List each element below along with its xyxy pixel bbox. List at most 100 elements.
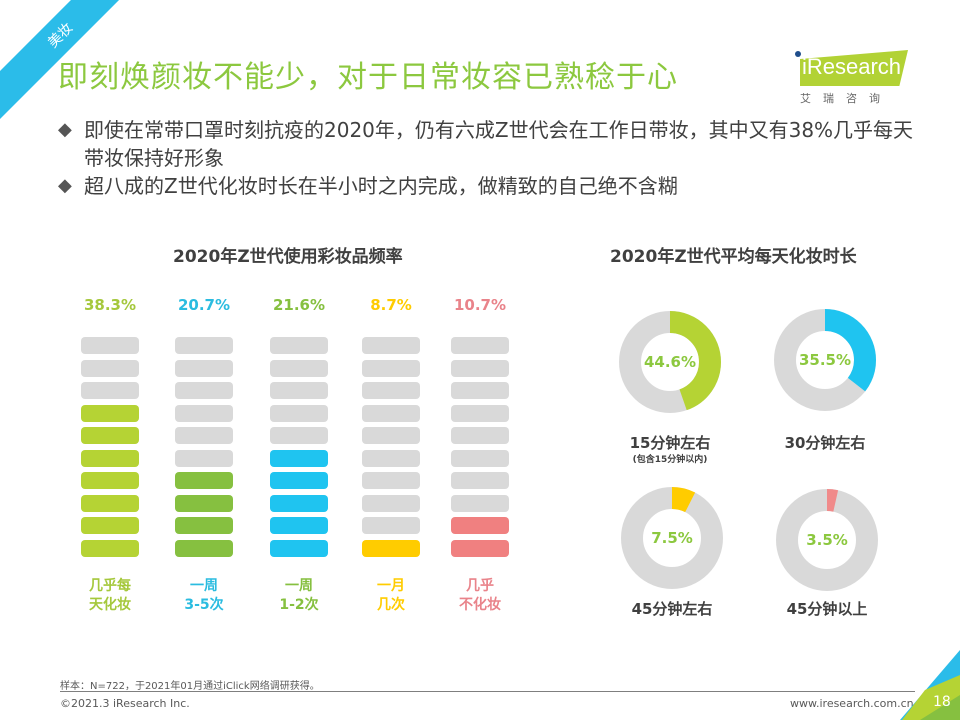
bar-segment-empty — [362, 404, 420, 422]
bar-segment-empty — [362, 359, 420, 377]
bar-segment-empty — [362, 427, 420, 444]
bar-segment-empty — [362, 494, 420, 512]
bar-segment-empty — [81, 382, 139, 399]
website-link[interactable]: www.iresearch.com.cn — [790, 697, 914, 710]
bar-segment-filled — [451, 539, 509, 557]
bar-category-label: 几乎每 天化妆 — [89, 578, 131, 613]
diamond-bullet-icon: ◆ — [58, 119, 72, 140]
donut-chart: 44.6% — [618, 310, 722, 414]
donut-chart: 7.5% — [620, 486, 724, 590]
bar-value-label: 10.7% — [453, 296, 507, 314]
donut-category-note: (包含15分钟以内) — [632, 455, 708, 465]
bar-segment-empty — [362, 517, 420, 534]
bar-value-label: 38.3% — [83, 296, 137, 314]
donut-chart: 3.5% — [775, 488, 879, 592]
corner-decoration — [900, 650, 960, 720]
bar-column — [175, 337, 233, 562]
donut-value-label: 44.6% — [643, 353, 697, 371]
bar-column — [81, 337, 139, 562]
bar-segment-empty — [451, 404, 509, 422]
bar-segment-filled — [175, 472, 233, 489]
bar-column — [362, 337, 420, 562]
bar-segment-empty — [362, 337, 420, 354]
bar-segment-empty — [270, 337, 328, 354]
bar-segment-empty — [362, 472, 420, 489]
bullet-item: ◆ 超八成的Z世代化妆时长在半小时之内完成，做精致的自己绝不含糊 — [58, 172, 914, 200]
bar-segment-empty — [81, 337, 139, 354]
bar-value-label: 8.7% — [370, 296, 412, 314]
copyright: ©2021.3 iResearch Inc. — [60, 697, 190, 710]
bar-segment-filled — [81, 427, 139, 444]
bullet-list: ◆ 即使在常带口罩时刻抗疫的2020年，仍有六成Z世代会在工作日带妆，其中又有3… — [58, 116, 914, 200]
bar-segment-empty — [175, 449, 233, 467]
bar-segment-empty — [451, 494, 509, 512]
donut-value-label: 7.5% — [651, 529, 693, 547]
donut-slice — [619, 311, 721, 413]
bar-segment-empty — [451, 382, 509, 399]
frequency-chart-title: 2020年Z世代使用彩妆品频率 — [173, 247, 403, 267]
ribbon-label: 美妆 — [45, 20, 77, 52]
bar-segment-empty — [451, 449, 509, 467]
bar-value-label: 20.7% — [177, 296, 231, 314]
bar-segment-empty — [175, 404, 233, 422]
bar-segment-empty — [81, 359, 139, 377]
bar-segment-filled — [81, 539, 139, 557]
bar-segment-filled — [81, 449, 139, 467]
bar-segment-empty — [451, 427, 509, 444]
diamond-bullet-icon: ◆ — [58, 175, 72, 196]
bar-column — [451, 337, 509, 562]
donut-slice — [621, 487, 723, 589]
bar-segment-filled — [81, 404, 139, 422]
bar-segment-empty — [175, 359, 233, 377]
bar-segment-empty — [175, 337, 233, 354]
bar-segment-filled — [270, 449, 328, 467]
bar-segment-filled — [175, 494, 233, 512]
bar-segment-empty — [362, 382, 420, 399]
bar-segment-filled — [270, 494, 328, 512]
donut-category-label: 15分钟左右 — [629, 434, 711, 452]
logo-dot — [795, 51, 801, 57]
bar-segment-empty — [270, 427, 328, 444]
page-title: 即刻焕颜妆不能少，对于日常妆容已熟稔于心 — [58, 60, 678, 95]
bar-segment-filled — [175, 539, 233, 557]
donut-slice — [776, 489, 878, 591]
sample-footnote: 样本：N=722，于2021年01月通过iClick网络调研获得。 — [60, 681, 320, 692]
bar-segment-filled — [270, 472, 328, 489]
bar-segment-empty — [270, 359, 328, 377]
donut-value-label: 3.5% — [806, 531, 848, 549]
page-number: 18 — [933, 694, 951, 710]
donut-slice — [774, 309, 876, 411]
donut-category-label: 30分钟左右 — [784, 434, 866, 452]
logo-text: iResearch — [802, 54, 902, 79]
duration-chart-title: 2020年Z世代平均每天化妆时长 — [610, 247, 857, 267]
bar-segment-filled — [81, 517, 139, 534]
bar-category-label: 几乎 不化妆 — [459, 578, 501, 613]
bar-segment-filled — [81, 472, 139, 489]
bullet-text: 即使在常带口罩时刻抗疫的2020年，仍有六成Z世代会在工作日带妆，其中又有38%… — [84, 118, 914, 170]
bar-category-label: 一周 1-2次 — [279, 578, 319, 613]
bar-segment-filled — [270, 517, 328, 534]
bar-segment-empty — [175, 427, 233, 444]
logo-subtitle: 艾瑞咨询 — [800, 92, 892, 105]
bar-value-label: 21.6% — [272, 296, 326, 314]
donut-category-label: 45分钟左右 — [631, 600, 713, 618]
bar-column — [270, 337, 328, 562]
bar-segment-filled — [362, 539, 420, 557]
donut-chart: 35.5% — [773, 308, 877, 412]
bar-segment-empty — [362, 449, 420, 467]
bar-segment-empty — [270, 404, 328, 422]
bar-segment-filled — [270, 539, 328, 557]
bullet-text: 超八成的Z世代化妆时长在半小时之内完成，做精致的自己绝不含糊 — [84, 174, 678, 198]
bar-segment-empty — [451, 337, 509, 354]
bar-segment-filled — [451, 517, 509, 534]
bullet-item: ◆ 即使在常带口罩时刻抗疫的2020年，仍有六成Z世代会在工作日带妆，其中又有3… — [58, 116, 914, 172]
bar-category-label: 一月 几次 — [377, 578, 405, 613]
bar-segment-filled — [81, 494, 139, 512]
footer-divider — [60, 691, 915, 692]
bar-segment-empty — [270, 382, 328, 399]
bar-segment-filled — [175, 517, 233, 534]
bar-category-label: 一周 3-5次 — [184, 578, 224, 613]
bar-segment-empty — [451, 359, 509, 377]
donut-category-label: 45分钟以上 — [786, 600, 868, 618]
donut-value-label: 35.5% — [798, 351, 852, 369]
